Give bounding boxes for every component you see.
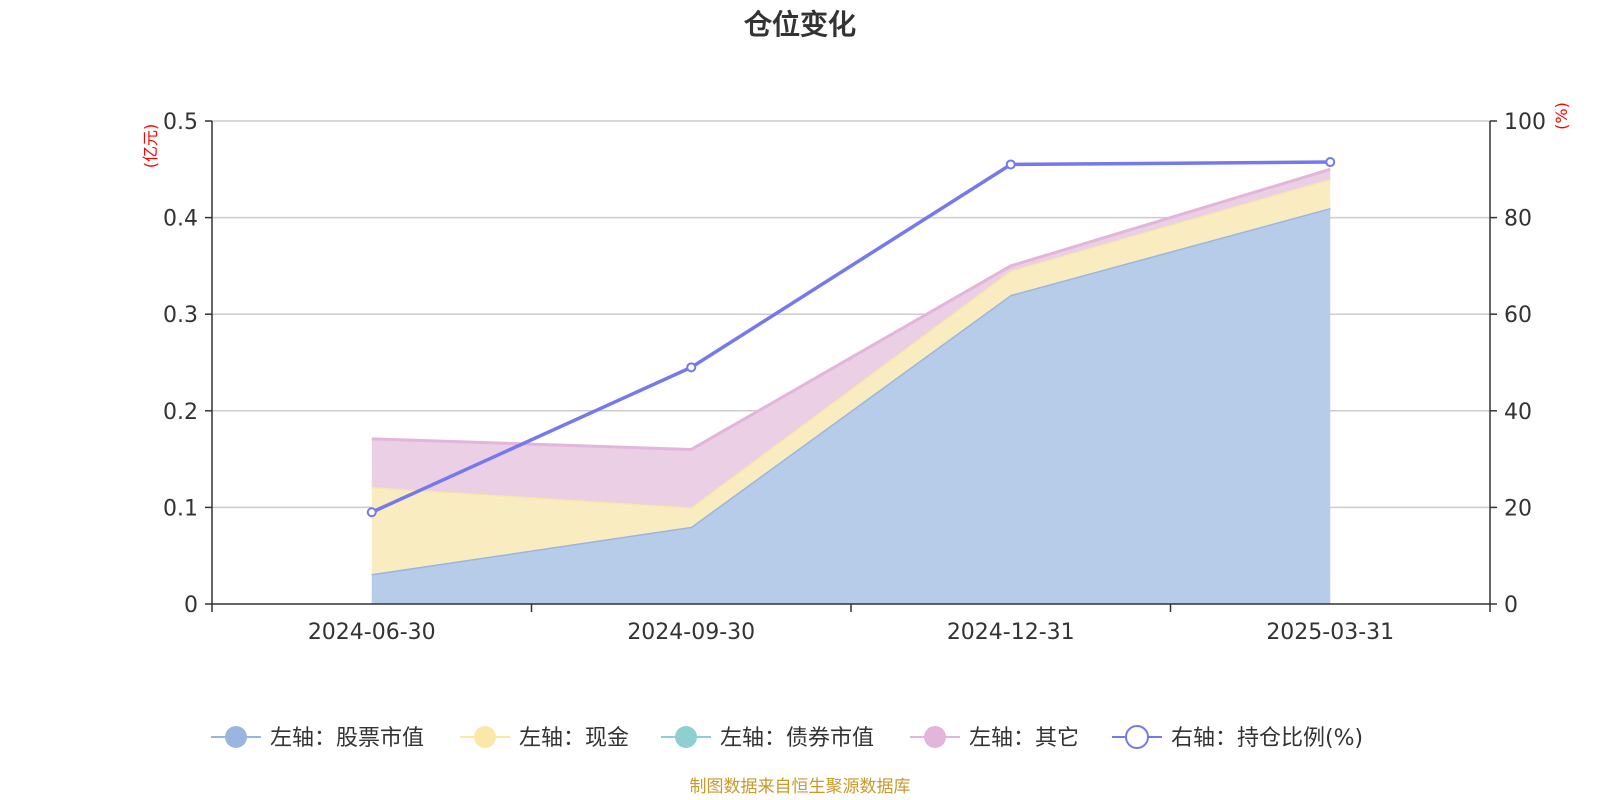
legend-label: 右轴：持仓比例(%)	[1171, 726, 1363, 751]
ratio-point	[1325, 157, 1336, 168]
chart-title: 仓位变化	[744, 8, 856, 41]
x-tick-label: 2025-03-31	[1266, 620, 1394, 645]
x-tick-label: 2024-06-30	[308, 620, 436, 645]
left-tick-label: 0	[184, 593, 198, 618]
ratio-point	[686, 362, 697, 373]
legend-marker-icon	[225, 726, 247, 748]
legend-marker-icon	[1125, 725, 1149, 749]
legend-item: 左轴：债券市值	[661, 726, 874, 751]
right-tick-label: 40	[1504, 400, 1532, 425]
left-axis-unit: (亿元)	[141, 124, 160, 169]
area-series-1	[371, 178, 1331, 575]
right-tick-label: 80	[1504, 207, 1532, 232]
x-tick-label: 2024-09-30	[627, 620, 755, 645]
holding-ratio-line	[366, 157, 1336, 518]
ratio-point	[1005, 159, 1016, 170]
legend-item: 右轴：持仓比例(%)	[1112, 725, 1363, 751]
legend-item: 左轴：其它	[910, 726, 1079, 751]
legend-label: 左轴：其它	[969, 726, 1079, 751]
stacked-areas	[371, 167, 1331, 604]
left-tick-label: 0.4	[163, 207, 198, 232]
x-tick-label: 2024-12-31	[947, 620, 1075, 645]
left-tick-label: 0.5	[163, 110, 198, 135]
axes: 0 0.1 0.2 0.3 0.4 0.5 0 20 40 60 80 100 2024-06-30 20…	[163, 110, 1546, 645]
right-tick-label: 60	[1504, 303, 1532, 328]
legend-item: 左轴：现金	[460, 726, 629, 751]
right-axis-unit: (%)	[1552, 102, 1571, 130]
legend-label: 左轴：股票市值	[270, 726, 424, 751]
right-tick-label: 20	[1504, 496, 1532, 521]
legend: 左轴：股票市值 左轴：现金 左轴：债券市值 左轴：其它 右轴：持仓比例(%)	[211, 725, 1363, 751]
left-tick-label: 0.1	[163, 496, 198, 521]
left-tick-label: 0.3	[163, 303, 198, 328]
right-tick-label: 0	[1504, 593, 1518, 618]
legend-item: 左轴：股票市值	[211, 726, 424, 751]
legend-marker-icon	[924, 726, 946, 748]
legend-marker-icon	[675, 726, 697, 748]
legend-label: 左轴：现金	[519, 726, 629, 751]
area-edge-series-3	[371, 167, 1331, 451]
legend-marker-icon	[474, 726, 496, 748]
ratio-line-path	[371, 160, 1331, 514]
legend-label: 左轴：债券市值	[720, 726, 874, 751]
left-tick-label: 0.2	[163, 400, 198, 425]
source-note: 制图数据来自恒生聚源数据库	[690, 777, 911, 797]
area-series-0	[371, 207, 1331, 604]
ratio-point	[366, 507, 377, 518]
right-tick-label: 100	[1504, 110, 1546, 135]
area-series-3	[371, 169, 1331, 508]
